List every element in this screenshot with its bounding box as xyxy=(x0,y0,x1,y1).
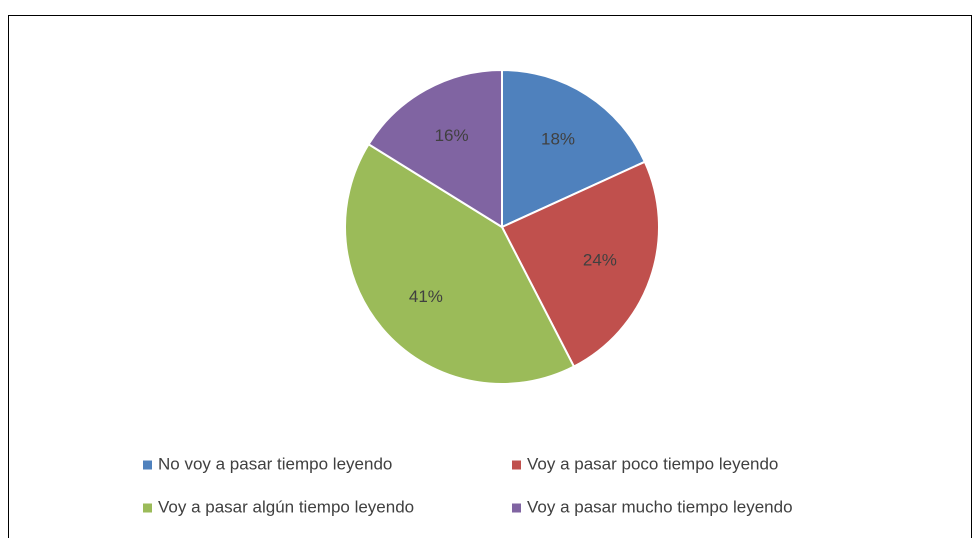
legend-swatch xyxy=(512,503,521,513)
pie-slice xyxy=(344,142,576,385)
legend-swatch xyxy=(143,460,152,470)
legend-swatch xyxy=(512,460,521,470)
data-label: 18% xyxy=(541,129,575,148)
pie-slice xyxy=(367,68,503,229)
data-label: 41% xyxy=(409,287,443,306)
legend-label: Voy a pasar poco tiempo leyendo xyxy=(527,454,778,473)
pie-slice xyxy=(501,68,647,229)
legend-swatch xyxy=(143,503,152,513)
data-label: 16% xyxy=(435,126,469,145)
legend-label: Voy a pasar mucho tiempo leyendo xyxy=(527,497,793,516)
pie-slice xyxy=(500,160,660,368)
data-label: 24% xyxy=(583,250,617,269)
legend-label: No voy a pasar tiempo leyendo xyxy=(158,454,392,473)
legend-label: Voy a pasar algún tiempo leyendo xyxy=(158,497,414,516)
